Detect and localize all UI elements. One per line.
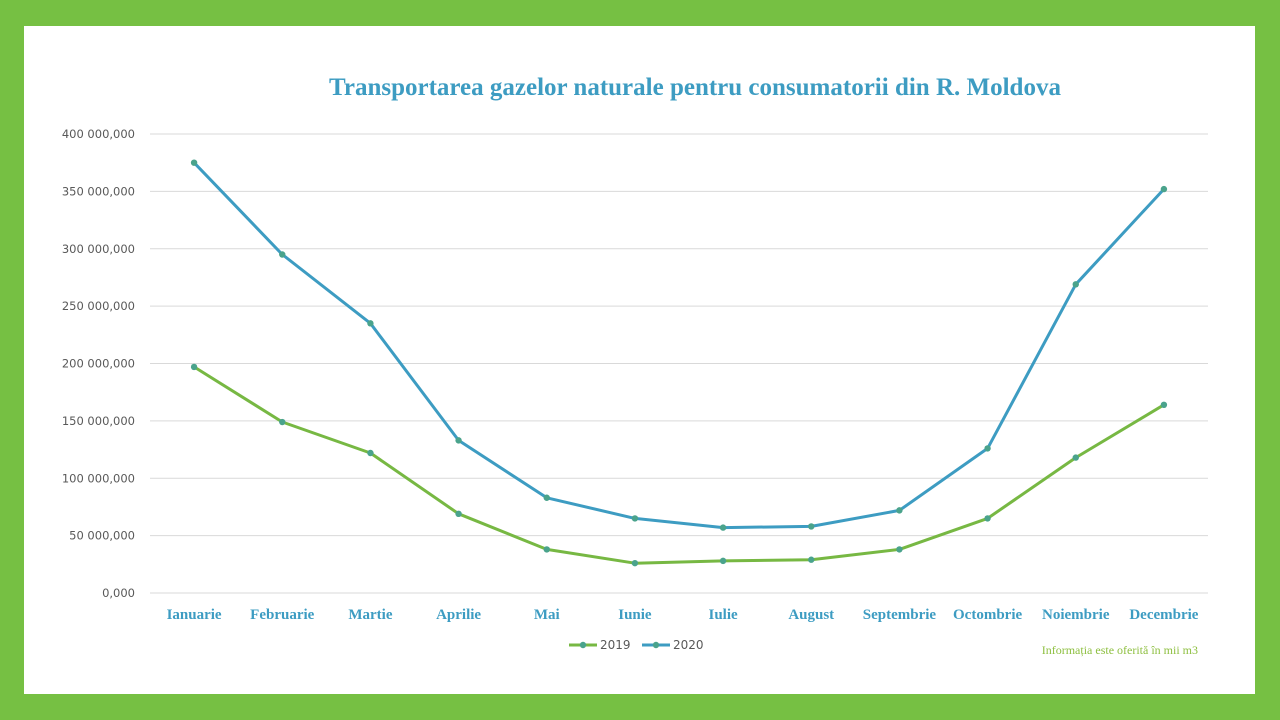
x-tick-label: Iunie bbox=[618, 607, 652, 623]
x-axis-ticks: Ianuarie Februarie Martie Aprilie Mai Iunie Iu… bbox=[167, 607, 1199, 623]
y-tick-label: 300 000,000 bbox=[62, 242, 135, 256]
legend-item-2020: 2020 bbox=[642, 638, 704, 652]
data-point bbox=[1072, 454, 1079, 461]
x-tick-label: Martie bbox=[348, 607, 392, 623]
legend-item-2019: 2019 bbox=[569, 638, 631, 652]
legend-label: 2020 bbox=[673, 638, 704, 652]
y-tick-label: 350 000,000 bbox=[62, 184, 135, 198]
series-line-2019 bbox=[192, 365, 1166, 565]
data-point bbox=[896, 546, 903, 553]
data-point bbox=[279, 251, 286, 258]
data-point bbox=[719, 557, 727, 565]
y-tick-label: 400 000,000 bbox=[62, 127, 135, 141]
unit-note: Informația este oferită în mii m3 bbox=[1042, 643, 1198, 657]
legend-label: 2019 bbox=[600, 638, 631, 652]
data-point bbox=[455, 510, 462, 518]
data-point bbox=[190, 363, 198, 371]
series-line-2020 bbox=[192, 161, 1166, 530]
series-group bbox=[190, 159, 1168, 567]
legend-marker bbox=[579, 641, 587, 649]
x-tick-label: Octombrie bbox=[953, 607, 1022, 623]
x-tick-label: Decembrie bbox=[1129, 607, 1198, 623]
x-tick-label: Ianuarie bbox=[167, 607, 222, 623]
data-point bbox=[367, 449, 374, 457]
legend: 2019 2020 bbox=[569, 638, 704, 652]
y-tick-label: 100 000,000 bbox=[62, 471, 135, 485]
data-point bbox=[455, 437, 462, 444]
y-tick-label: 150 000,000 bbox=[62, 414, 135, 428]
series-2020 bbox=[190, 159, 1168, 531]
chart-title: Transportarea gazelor naturale pentru co… bbox=[329, 74, 1061, 101]
x-tick-label: Februarie bbox=[250, 607, 314, 623]
y-tick-label: 250 000,000 bbox=[62, 299, 135, 313]
x-tick-label: Iulie bbox=[708, 607, 738, 623]
x-tick-label: Aprilie bbox=[436, 607, 481, 623]
y-tick-label: 50 000,000 bbox=[69, 529, 135, 543]
line-chart: Transportarea gazelor naturale pentru co… bbox=[62, 74, 1208, 657]
gridlines bbox=[150, 133, 1208, 594]
data-point bbox=[190, 159, 198, 166]
data-point bbox=[279, 418, 286, 426]
data-point bbox=[719, 524, 727, 531]
data-point bbox=[984, 515, 991, 522]
data-point bbox=[808, 556, 815, 563]
data-point bbox=[543, 494, 550, 501]
data-point bbox=[1160, 401, 1168, 409]
data-point bbox=[808, 523, 815, 530]
data-point bbox=[543, 546, 550, 553]
series-2019 bbox=[190, 363, 1168, 567]
y-axis-ticks: 0,000 50 000,000 100 000,000 150 000,000 200… bbox=[62, 127, 135, 600]
x-tick-label: Septembrie bbox=[863, 607, 937, 623]
data-point bbox=[984, 445, 991, 452]
x-tick-label: Noiembrie bbox=[1042, 607, 1110, 623]
data-point bbox=[1072, 281, 1079, 288]
data-point bbox=[896, 507, 903, 514]
y-tick-label: 0,000 bbox=[102, 586, 135, 600]
data-point bbox=[631, 515, 639, 522]
data-point bbox=[631, 559, 639, 567]
slide: Transportarea gazelor naturale pentru co… bbox=[24, 26, 1255, 694]
x-tick-label: Mai bbox=[534, 607, 560, 623]
x-tick-label: August bbox=[788, 607, 834, 623]
legend-marker bbox=[652, 641, 660, 649]
y-tick-label: 200 000,000 bbox=[62, 357, 135, 371]
data-point bbox=[1160, 185, 1168, 193]
data-point bbox=[367, 320, 374, 327]
